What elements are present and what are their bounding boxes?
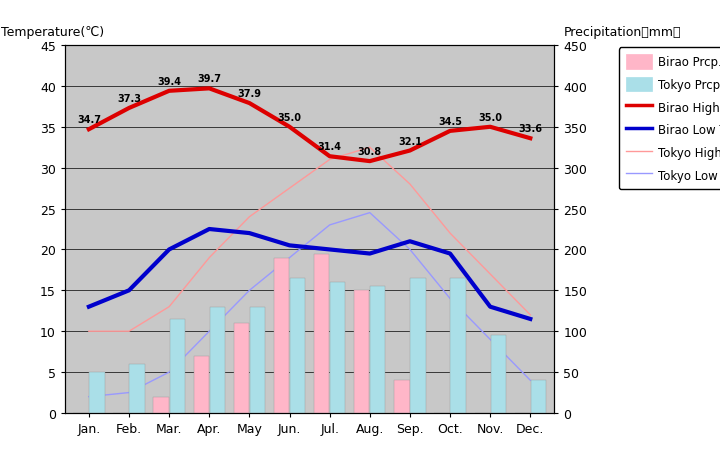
Legend: Birao Prcp., Tokyo Prcp., Birao High Temp., Birao Low Temp., Tokyo High Temp., T: Birao Prcp., Tokyo Prcp., Birao High Tem… (619, 48, 720, 190)
Bar (410, 279, 426, 413)
Text: 31.4: 31.4 (318, 142, 342, 152)
Text: 37.3: 37.3 (117, 94, 141, 104)
Bar (169, 319, 185, 413)
Text: Precipitation（mm）: Precipitation（mm） (564, 26, 682, 39)
Text: 39.7: 39.7 (197, 74, 221, 84)
Bar (490, 336, 506, 413)
Bar (354, 291, 369, 413)
Bar (451, 279, 466, 413)
Bar (330, 283, 346, 413)
Bar (250, 307, 265, 413)
Bar (274, 258, 289, 413)
Bar (370, 286, 385, 413)
Bar (314, 254, 329, 413)
Text: 39.4: 39.4 (157, 77, 181, 87)
Bar (89, 372, 104, 413)
Text: 32.1: 32.1 (398, 136, 422, 146)
Bar (194, 356, 209, 413)
Text: 34.5: 34.5 (438, 117, 462, 127)
Text: 33.6: 33.6 (518, 124, 542, 134)
Bar (395, 381, 410, 413)
Text: 35.0: 35.0 (478, 112, 502, 123)
Text: 34.7: 34.7 (77, 115, 101, 125)
Text: 37.9: 37.9 (238, 89, 261, 99)
Bar (210, 307, 225, 413)
Bar (130, 364, 145, 413)
Bar (234, 323, 249, 413)
Bar (290, 279, 305, 413)
Text: 35.0: 35.0 (277, 112, 302, 123)
Text: Temperature(℃): Temperature(℃) (1, 26, 104, 39)
Bar (153, 397, 168, 413)
Bar (531, 381, 546, 413)
Text: 30.8: 30.8 (358, 147, 382, 157)
